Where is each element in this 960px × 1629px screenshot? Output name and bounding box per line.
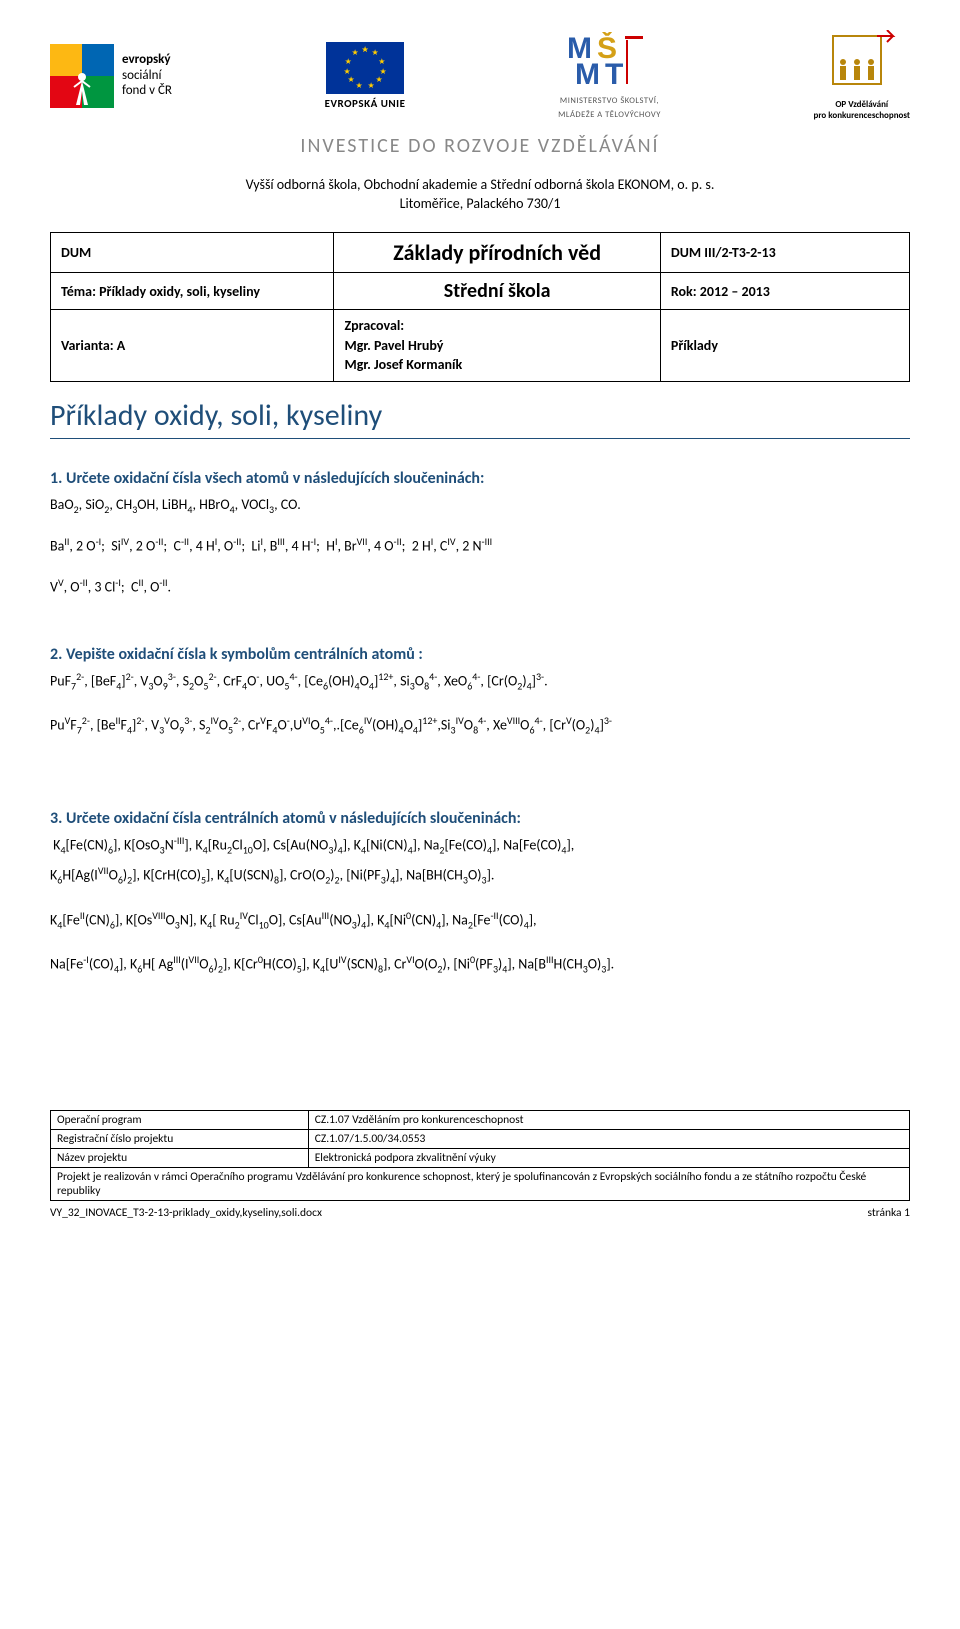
author1: Mgr. Pavel Hrubý bbox=[344, 337, 443, 354]
opvk-logo: OP Vzdělávání pro konkurenceschopnost bbox=[814, 30, 910, 121]
section-2-compounds: PuF72-, [BeF4]2-, V3O93-, S2O52-, CrF4O-… bbox=[50, 668, 910, 695]
esf-logo-icon bbox=[50, 44, 114, 108]
esf-text: evropský sociální fond v ČR bbox=[122, 52, 172, 99]
section-3-compounds-line1: K4[Fe(CN)6], K[OsO3N-III], K4[Ru2Cl10O],… bbox=[50, 832, 910, 859]
footer-name-label: Název projektu bbox=[51, 1148, 309, 1167]
section-1-head: 1. Určete oxidační čísla všech atomů v n… bbox=[50, 469, 910, 488]
page-footer: VY_32_INOVACE_T3-2-13-priklady_oxidy,kys… bbox=[50, 1206, 910, 1220]
esf-line2: sociální bbox=[122, 68, 161, 83]
eu-label: EVROPSKÁ UNIE bbox=[325, 97, 406, 110]
section-3-head: 3. Určete oxidační čísla centrálních ato… bbox=[50, 809, 910, 828]
footer-reg-value: CZ.1.07/1.5.00/34.0553 bbox=[308, 1129, 909, 1148]
metadata-table: DUM Základy přírodních věd DUM III/2-T3-… bbox=[50, 232, 910, 382]
section-3-compounds-line2: K6H[Ag(IVIIO6)2], K[CrH(CO)5], K4[U(SCN)… bbox=[50, 862, 910, 889]
opvk-line2: pro konkurenceschopnost bbox=[814, 110, 910, 121]
footer-pagenum: stránka 1 bbox=[867, 1206, 910, 1220]
opvk-text: OP Vzdělávání pro konkurenceschopnost bbox=[814, 99, 910, 121]
svg-text:M: M bbox=[575, 58, 600, 88]
section-3-answer-line1: K4[FeII(CN)6], K[OsVIIIO3N], K4[ Ru2IVCl… bbox=[50, 907, 910, 934]
eu-flag-icon: ★ ★ ★ ★ ★ ★ ★ ★ ★ ★ ★ ★ bbox=[326, 42, 404, 94]
footer-op-label: Operační program bbox=[51, 1110, 309, 1129]
footer-table: Operační program CZ.1.07 Vzděláním pro k… bbox=[50, 1110, 910, 1201]
section-1-answer-line2: VV, O-II, 3 Cl-I; CII, O-II. bbox=[50, 574, 910, 600]
school-address: Litoměřice, Palackého 730/1 bbox=[50, 195, 910, 212]
school-name: Vyšší odborná škola, Obchodní akademie a… bbox=[50, 176, 910, 193]
person-icon bbox=[72, 71, 92, 106]
footer-filename: VY_32_INOVACE_T3-2-13-priklady_oxidy,kys… bbox=[50, 1206, 322, 1220]
zpracoval-label: Zpracoval: bbox=[344, 317, 404, 334]
msmt-icon: M Š M T bbox=[567, 32, 651, 88]
footer-name-value: Elektronická podpora zkvalitnění výuky bbox=[308, 1148, 909, 1167]
logo-banner: evropský sociální fond v ČR ★ ★ ★ ★ ★ ★ … bbox=[50, 20, 910, 126]
dum-value: Základy přírodních věd bbox=[334, 233, 660, 273]
footer-desc: Projekt je realizován v rámci Operačního… bbox=[51, 1167, 910, 1200]
msmt-line1: MINISTERSTVO ŠKOLSTVÍ, bbox=[558, 96, 661, 106]
footer-op-value: CZ.1.07 Vzděláním pro konkurenceschopnos… bbox=[308, 1110, 909, 1129]
section-2-answer: PuVF72-, [BeIIF4]2-, V3VO93-, S2IVO52-, … bbox=[50, 712, 910, 739]
dum-label: DUM bbox=[51, 233, 334, 273]
tema-label: Téma: Příklady oxidy, soli, kyseliny bbox=[51, 273, 334, 310]
opvk-line1: OP Vzdělávání bbox=[814, 99, 910, 110]
invest-slogan: INVESTICE DO ROZVOJE VZDĚLÁVÁNÍ bbox=[50, 134, 910, 158]
tema-value: Střední škola bbox=[334, 273, 660, 310]
svg-text:T: T bbox=[605, 58, 623, 88]
authors: Zpracoval: Mgr. Pavel Hrubý Mgr. Josef K… bbox=[344, 316, 649, 375]
dum-code: DUM III/2-T3-2-13 bbox=[660, 233, 909, 273]
esf-logo: evropský sociální fond v ČR bbox=[50, 44, 172, 108]
esf-line3: fond v ČR bbox=[122, 83, 172, 98]
section-1-compounds: BaO2, SiO2, CH3OH, LiBH4, HBrO4, VOCl3, … bbox=[50, 492, 910, 519]
page: evropský sociální fond v ČR ★ ★ ★ ★ ★ ★ … bbox=[0, 0, 960, 1250]
footer-reg-label: Registrační číslo projektu bbox=[51, 1129, 309, 1148]
priklady: Příklady bbox=[660, 310, 909, 382]
section-2-head: 2. Vepište oxidační čísla k symbolům cen… bbox=[50, 645, 910, 664]
section-3-answer-line2: Na[Fe-I(CO)4], K6H[ AgIII(IVIIO6)2], K[C… bbox=[50, 951, 910, 978]
esf-line1: evropský bbox=[122, 52, 171, 67]
varianta-label: Varianta: A bbox=[51, 310, 334, 382]
section-1-answer-line1: BaII, 2 O-I; SiIV, 2 O-II; C-II, 4 HI, O… bbox=[50, 533, 910, 559]
eu-logo: ★ ★ ★ ★ ★ ★ ★ ★ ★ ★ ★ ★ EVROPSKÁ UNIE bbox=[325, 42, 406, 110]
opvk-icon bbox=[827, 30, 897, 92]
rok: Rok: 2012 – 2013 bbox=[660, 273, 909, 310]
msmt-line2: MLÁDEŽE A TĚLOVÝCHOVY bbox=[558, 110, 661, 120]
page-title: Příklady oxidy, soli, kyseliny bbox=[50, 397, 910, 439]
msmt-logo: M Š M T MINISTERSTVO ŠKOLSTVÍ, MLÁDEŽE A… bbox=[558, 32, 661, 120]
author2: Mgr. Josef Kormaník bbox=[344, 356, 462, 373]
